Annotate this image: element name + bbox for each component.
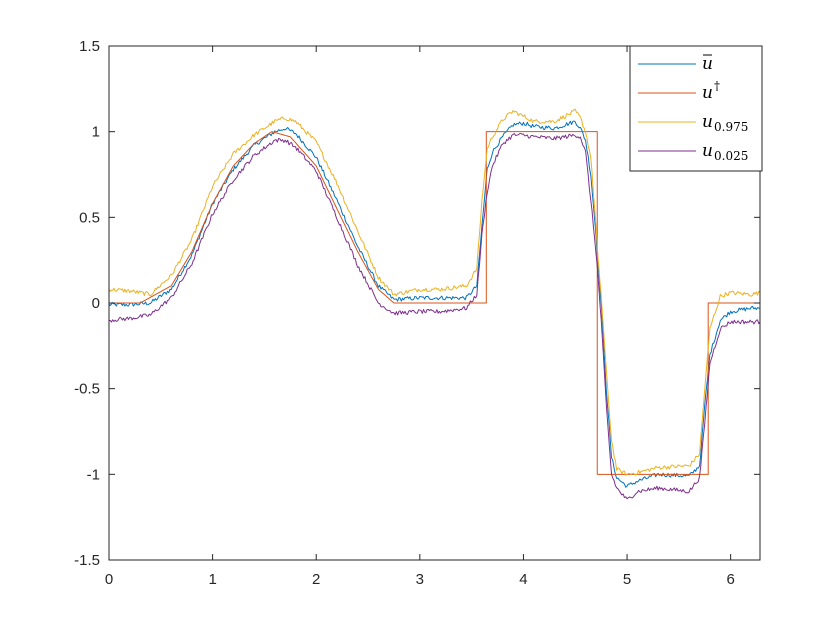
x-tick-label: 4 (519, 571, 527, 588)
legend-superscript: † (714, 79, 720, 93)
legend-label: u (702, 83, 713, 103)
series-line-4 (108, 132, 761, 500)
y-tick-label: 1.5 (79, 38, 100, 55)
y-tick-label: 0.5 (79, 209, 100, 226)
y-tick-label: -0.5 (74, 381, 100, 398)
y-tick-label: -1 (87, 466, 100, 483)
series-line-3 (108, 108, 761, 476)
x-tick-label: 0 (105, 571, 113, 588)
x-tick-label: 6 (726, 571, 734, 588)
y-tick-label: 0 (92, 295, 100, 312)
legend-label: u (702, 54, 713, 74)
x-tick-label: 3 (416, 571, 424, 588)
x-tick-label: 5 (623, 571, 631, 588)
y-tick-label: -1.5 (74, 552, 100, 569)
series-layer (108, 108, 761, 500)
legend-label: u (702, 112, 713, 132)
ticks-layer: 0 1 2 3 4 5 6 1.5 1 0.5 0 -0.5 -1 -1.5 (74, 38, 760, 588)
series-line-2 (109, 131, 760, 475)
x-tick-label: 1 (208, 571, 216, 588)
legend-subscript: 0.975 (714, 120, 748, 134)
legend-box (629, 45, 763, 172)
y-tick-label: 1 (92, 124, 100, 141)
legend-subscript: 0.025 (714, 149, 748, 163)
x-tick-label: 2 (312, 571, 320, 588)
legend-label: u (702, 141, 713, 161)
